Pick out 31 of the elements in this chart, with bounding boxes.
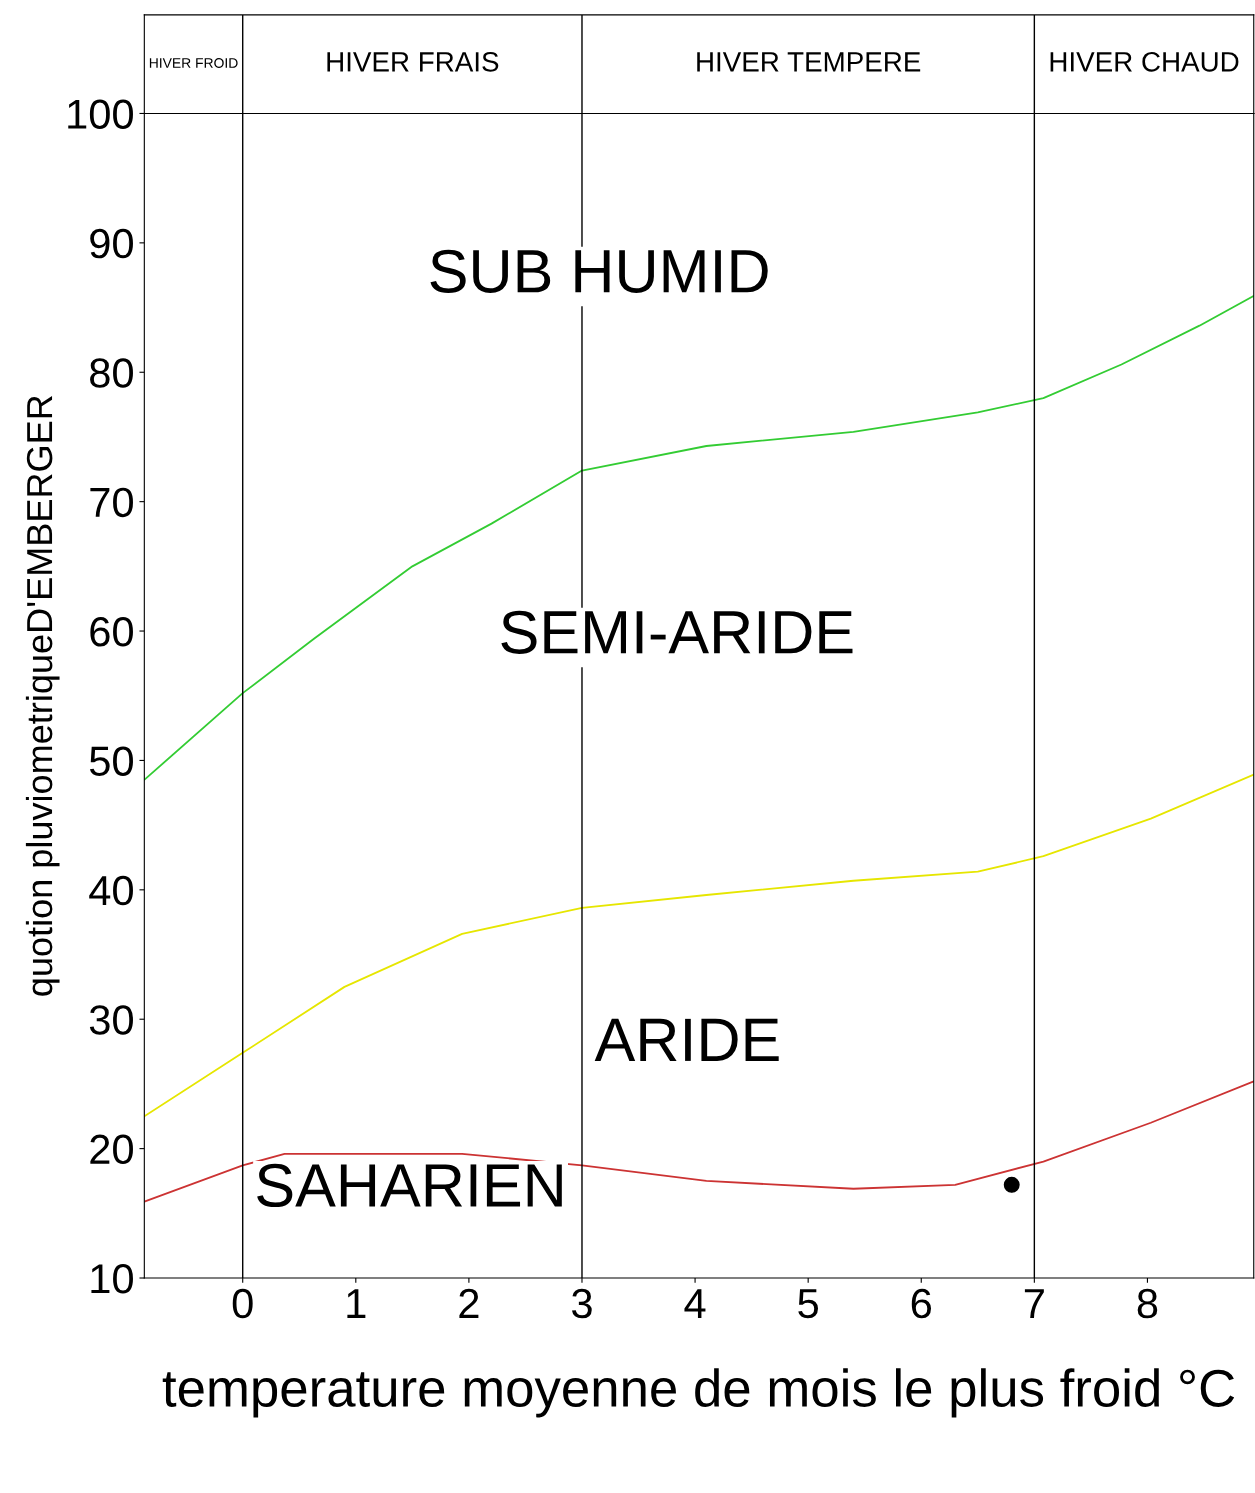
- x-tick-label: 0: [232, 1288, 253, 1319]
- text: HIVER FROID: [149, 58, 238, 68]
- text: HIVER CHAUD: [1050, 51, 1239, 72]
- y-tick-label: 50: [89, 746, 133, 776]
- y-tick-label: 90: [90, 228, 133, 259]
- x-tick-label: 6: [911, 1288, 932, 1319]
- y-tick-label: 60: [90, 617, 133, 647]
- x-tick-label: 1: [347, 1289, 366, 1318]
- x-tick-label: 7: [1024, 1289, 1044, 1318]
- y-tick-label: 30: [89, 1005, 133, 1035]
- y-tick-label: 100: [68, 99, 133, 129]
- x-tick-label: 5: [798, 1289, 819, 1319]
- y-tick-label: 70: [90, 487, 133, 518]
- x-tick-label: 2: [459, 1288, 479, 1318]
- y-tick-label: 80: [90, 358, 133, 388]
- line-series: [144, 295, 1254, 781]
- x-tick-label: 3: [571, 1288, 592, 1319]
- text: HIVER FRAIS: [327, 51, 499, 72]
- y-tick-label: 10: [91, 1264, 133, 1294]
- line-series: [144, 773, 1254, 1118]
- annotation: ARIDE: [594, 1018, 779, 1061]
- y-axis-title: quotion pluviometriqueD'EMBERGER: [25, 395, 60, 996]
- x-tick-label: 8: [1137, 1288, 1158, 1319]
- annotation: SUB HUMID: [430, 249, 768, 293]
- x-axis-title: temperature moyenne de mois le plus froid °C: [162, 1368, 1235, 1418]
- annotation: SEMI-ARIDE: [501, 610, 853, 654]
- annotation: SAHARIEN: [257, 1163, 562, 1208]
- y-tick-label: 20: [90, 1134, 133, 1165]
- x-tick-label: 4: [684, 1289, 706, 1318]
- y-tick-label: 40: [89, 875, 133, 906]
- text: HIVER TEMPERE: [697, 52, 921, 72]
